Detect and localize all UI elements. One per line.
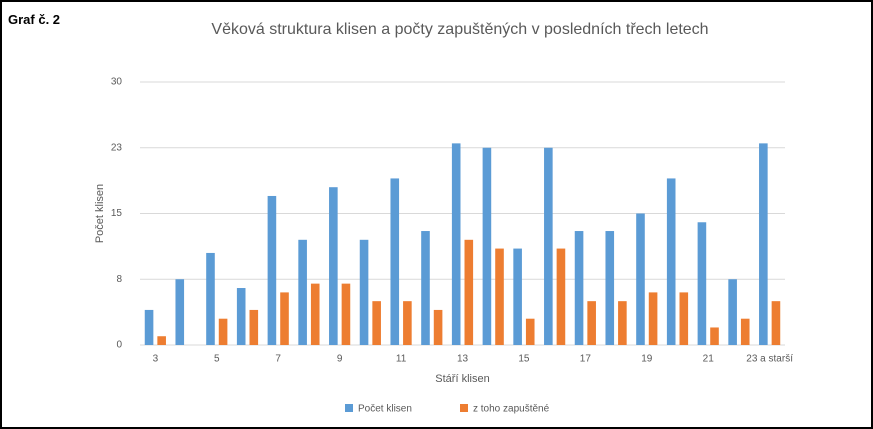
x-tick-label: 21 <box>703 354 715 365</box>
y-tick-label: 8 <box>116 274 122 285</box>
legend-swatch <box>460 404 468 412</box>
x-axis-label: Stáří klisen <box>435 373 489 385</box>
bar <box>513 248 522 345</box>
bar <box>421 231 430 345</box>
chart-label: Graf č. 2 <box>8 12 61 27</box>
x-tick-label: 5 <box>214 354 220 365</box>
bar <box>236 288 246 345</box>
bar <box>556 248 566 345</box>
bar <box>298 239 307 345</box>
x-tick-label: 9 <box>337 354 343 365</box>
bar <box>218 318 228 345</box>
bar <box>403 301 412 345</box>
bar <box>175 279 185 345</box>
bar <box>636 213 645 345</box>
x-tick-label: 23 a starší <box>746 354 793 365</box>
bar <box>359 239 369 345</box>
x-tick-label: 15 <box>518 354 530 365</box>
bar <box>574 231 584 345</box>
legend-label: z toho zapuštěné <box>473 404 550 415</box>
bar <box>157 336 166 345</box>
y-tick-label: 15 <box>111 208 123 219</box>
bar <box>618 301 627 345</box>
bar <box>740 318 750 345</box>
bar <box>728 279 737 345</box>
bar <box>329 187 338 345</box>
bar <box>495 248 504 345</box>
x-tick-label: 13 <box>457 354 469 365</box>
bar <box>697 222 707 345</box>
bar <box>482 147 492 345</box>
x-tick-label: 19 <box>641 354 653 365</box>
bar <box>451 143 461 345</box>
bar <box>710 327 719 345</box>
legend-swatch <box>345 404 353 412</box>
x-tick-label: 3 <box>153 354 159 365</box>
bar <box>267 195 277 345</box>
bar <box>341 283 351 345</box>
y-tick-label: 30 <box>111 77 123 88</box>
bar <box>310 283 320 345</box>
bar <box>759 143 768 345</box>
legend-label: Počet klisen <box>358 404 412 415</box>
bar <box>464 239 474 345</box>
bar <box>144 309 154 345</box>
bar <box>679 292 689 345</box>
bar <box>206 252 215 345</box>
x-tick-label: 11 <box>396 354 407 365</box>
bar <box>249 309 259 345</box>
bar <box>390 178 400 345</box>
chart-title: Věková struktura klisen a počty zapuštěn… <box>211 21 709 38</box>
x-tick-label: 7 <box>275 354 281 365</box>
bar <box>544 147 553 345</box>
bar <box>525 318 535 345</box>
bar <box>771 301 781 345</box>
bar <box>666 178 676 345</box>
bar <box>648 292 658 345</box>
bar <box>605 231 615 345</box>
x-tick-label: 17 <box>580 354 592 365</box>
bar <box>587 301 596 345</box>
y-tick-label: 0 <box>116 340 122 351</box>
bar <box>372 301 381 345</box>
y-tick-label: 23 <box>111 142 123 153</box>
bar <box>433 309 443 345</box>
y-axis-label: Počet klisen <box>94 184 106 243</box>
bar <box>280 292 289 345</box>
